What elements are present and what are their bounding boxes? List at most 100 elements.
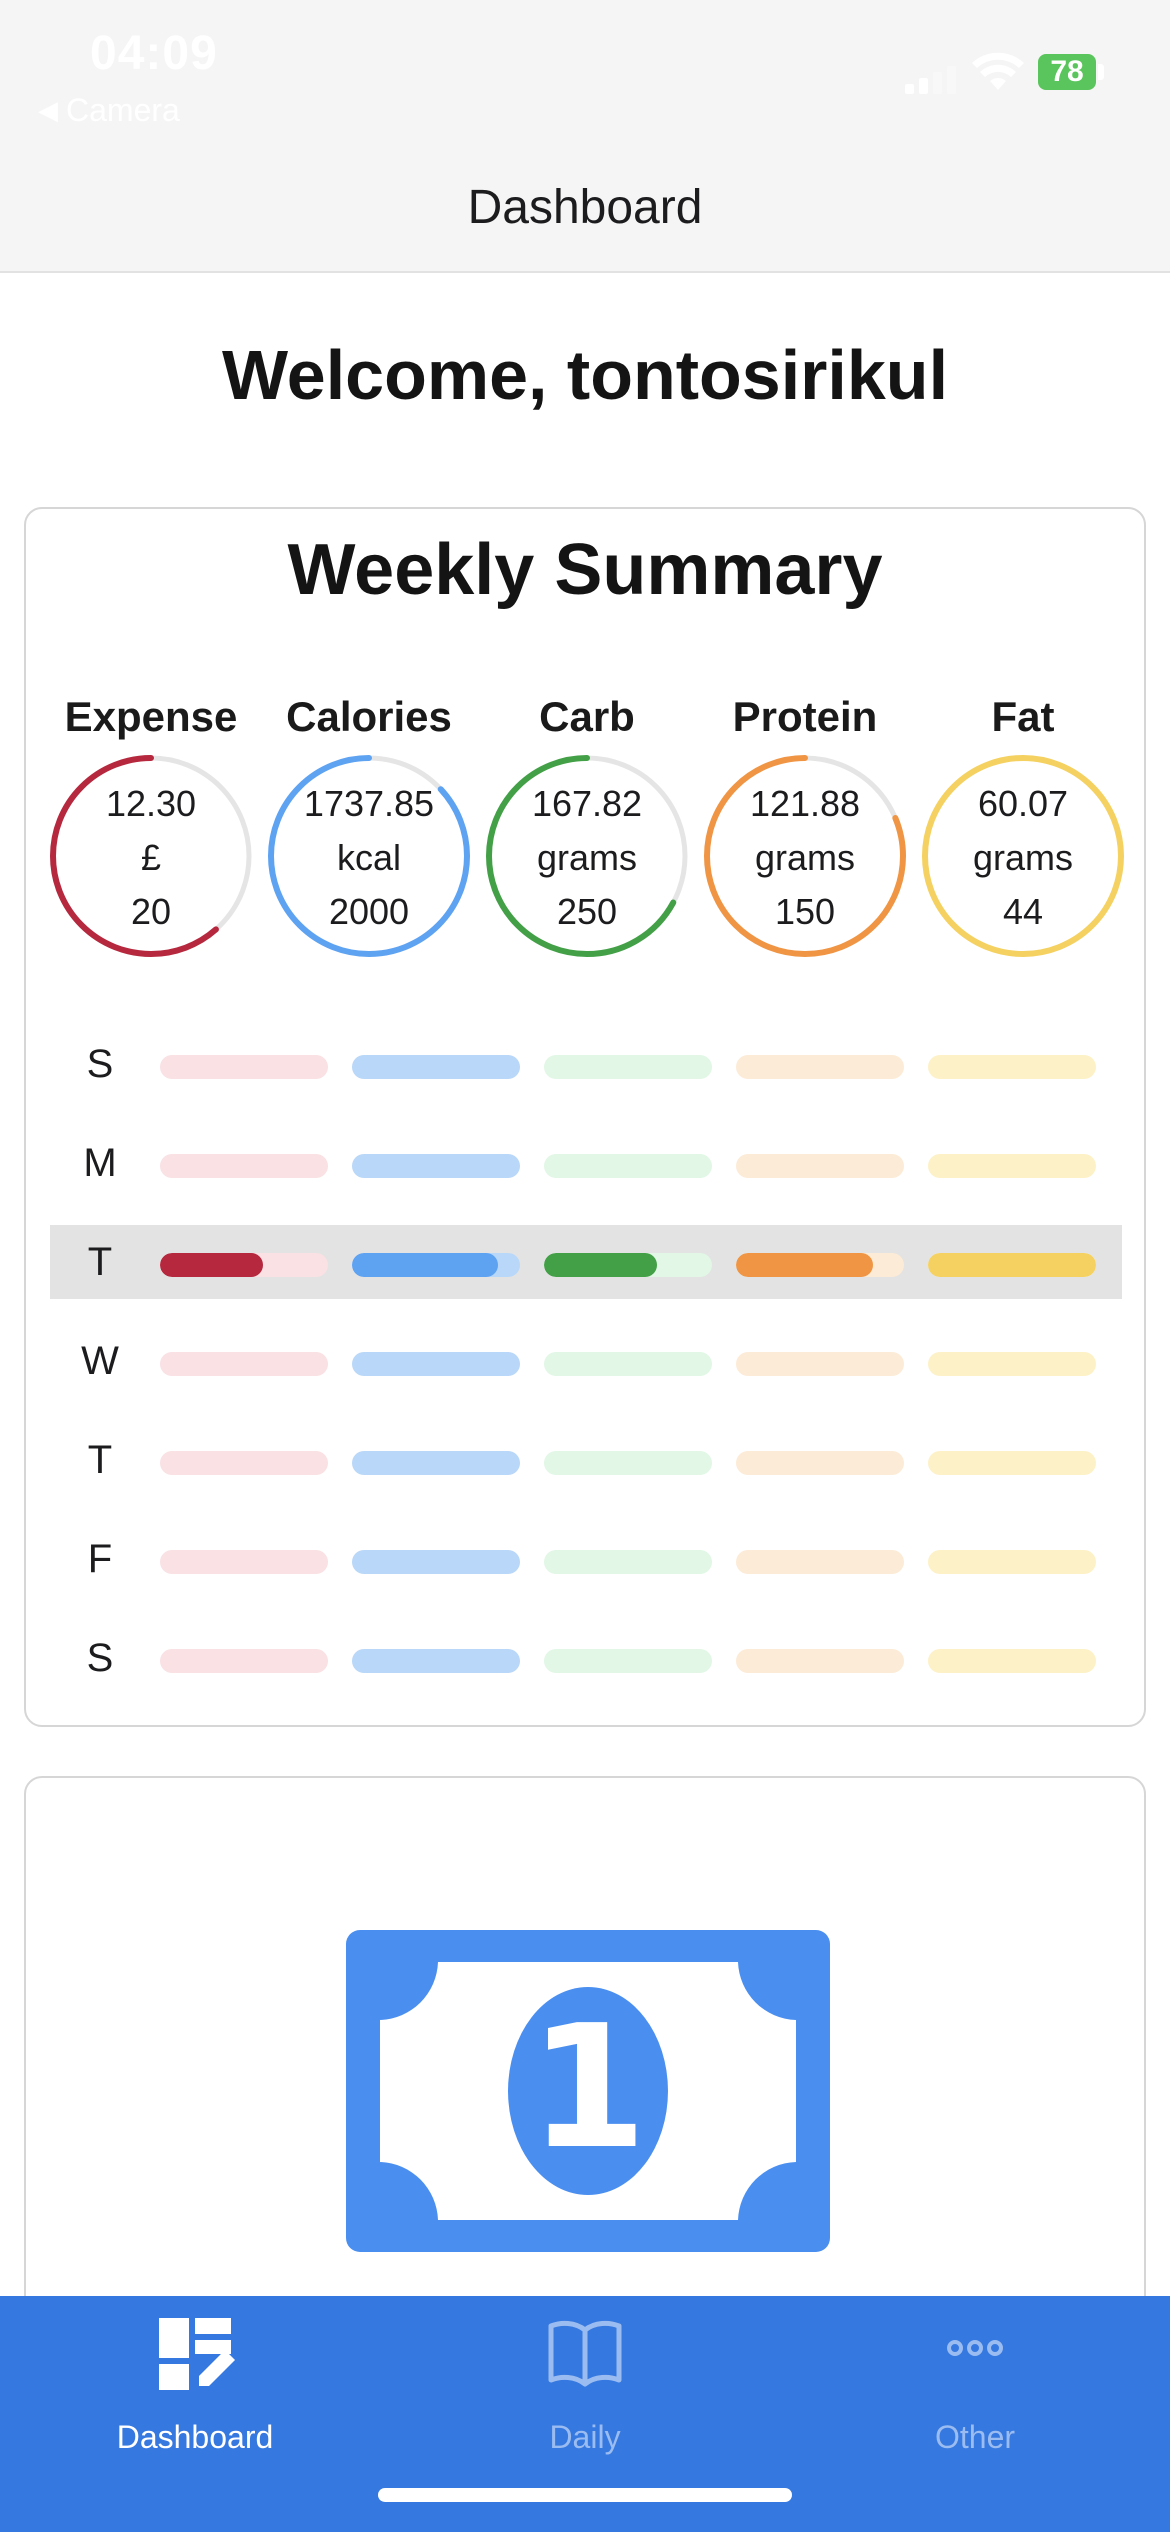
day-row[interactable]: S — [50, 1027, 1122, 1101]
day-progress-bar — [928, 1154, 1096, 1178]
back-arrow-icon: ◀ — [38, 95, 58, 125]
more-icon — [947, 2340, 1003, 2356]
day-progress-bar — [544, 1253, 712, 1277]
metric-unit: grams — [754, 837, 856, 878]
metric-carb: Carb 167.82 grams 250 — [482, 689, 692, 961]
weekly-summary-title: Weekly Summary — [287, 530, 883, 610]
metric-target: 44 — [1002, 891, 1044, 932]
book-icon — [548, 2320, 622, 2387]
banknote-icon: 1 — [346, 1930, 830, 2252]
day-progress-bar — [352, 1649, 520, 1673]
day-row[interactable]: M — [50, 1126, 1122, 1200]
metric-unit: grams — [972, 837, 1074, 878]
day-letter: S — [86, 1042, 114, 1086]
back-app-label: Camera — [66, 92, 180, 128]
day-progress-bar — [736, 1055, 904, 1079]
metric-unit: kcal — [336, 837, 402, 878]
banknote-denomination: 1 — [529, 1989, 647, 2187]
day-progress-bar — [928, 1055, 1096, 1079]
progress-ring-graphic — [922, 755, 1124, 957]
day-progress-fill — [736, 1253, 873, 1277]
battery-icon: 78 — [1038, 54, 1096, 90]
day-progress-bar — [736, 1550, 904, 1574]
day-progress-bar — [544, 1451, 712, 1475]
metric-value: 12.30 — [105, 783, 197, 824]
weekly-summary-card: Weekly Summary Expense 12.30 £20 Calories 17… — [24, 507, 1146, 1727]
metric-target: 20 — [130, 891, 172, 932]
day-letter: T — [87, 1240, 113, 1284]
day-progress-bar — [736, 1352, 904, 1376]
metric-target: 2000 — [328, 891, 410, 932]
day-progress-bar — [928, 1352, 1096, 1376]
dashboard-icon — [159, 2318, 235, 2390]
day-progress-bar — [544, 1649, 712, 1673]
day-progress-bar — [160, 1352, 328, 1376]
day-progress-fill — [928, 1253, 1096, 1277]
metric-unit: £ — [140, 837, 162, 878]
progress-ring-graphic — [50, 755, 252, 957]
day-progress-bar — [160, 1154, 328, 1178]
day-progress-bar — [928, 1253, 1096, 1277]
tab-daily[interactable]: Daily — [390, 2314, 780, 2464]
day-progress-bar — [544, 1055, 712, 1079]
day-letter: T — [87, 1438, 113, 1482]
day-progress-fill — [160, 1253, 264, 1277]
progress-ring: 167.82 grams 250 — [482, 751, 692, 961]
home-indicator — [378, 2488, 792, 2502]
day-letter: S — [86, 1636, 114, 1680]
metric-expense: Expense 12.30 £20 — [46, 689, 256, 961]
day-progress-bar — [352, 1253, 520, 1277]
progress-ring-graphic — [486, 755, 688, 957]
metric-target: 250 — [556, 891, 618, 932]
progress-ring-graphic — [704, 755, 906, 957]
day-progress-bar — [736, 1253, 904, 1277]
day-letter: M — [83, 1141, 117, 1185]
day-progress-bar — [544, 1352, 712, 1376]
metric-calories: Calories 1737.85 kcal 2000 — [264, 689, 474, 961]
day-row[interactable]: S — [50, 1621, 1122, 1695]
tab-daily-label: Daily — [549, 2419, 621, 2455]
metric-value: 121.88 — [749, 783, 861, 824]
day-progress-bar — [928, 1649, 1096, 1673]
day-progress-bar — [160, 1451, 328, 1475]
metric-protein: Protein 121.88 grams 150 — [700, 689, 910, 961]
tab-dashboard-label: Dashboard — [116, 2419, 274, 2455]
day-progress-bar — [736, 1451, 904, 1475]
day-progress-bar — [352, 1550, 520, 1574]
top-bar: 04:09 ◀ Camera 78 Dashboard — [0, 0, 1170, 273]
progress-ring-graphic — [268, 755, 470, 957]
day-progress-bar — [928, 1550, 1096, 1574]
day-progress-fill — [544, 1253, 657, 1277]
metric-target: 150 — [774, 891, 836, 932]
day-progress-bar — [736, 1649, 904, 1673]
metric-label: Expense — [64, 693, 238, 740]
day-letter: F — [87, 1537, 113, 1581]
day-row[interactable]: W — [50, 1324, 1122, 1398]
day-progress-bar — [352, 1154, 520, 1178]
metric-unit: grams — [536, 837, 638, 878]
metric-value: 1737.85 — [303, 783, 435, 824]
day-progress-bar — [160, 1253, 328, 1277]
tab-dashboard[interactable]: Dashboard — [0, 2314, 390, 2464]
day-progress-bar — [544, 1550, 712, 1574]
day-progress-bar — [160, 1550, 328, 1574]
day-row[interactable]: T — [50, 1225, 1122, 1299]
day-progress-bar — [352, 1352, 520, 1376]
day-row[interactable]: T — [50, 1423, 1122, 1497]
page-title: Dashboard — [467, 181, 703, 234]
metric-label: Carb — [539, 693, 635, 740]
metric-label: Calories — [286, 693, 452, 740]
tab-other-label: Other — [934, 2419, 1016, 2455]
battery-tip — [1098, 64, 1104, 80]
metric-value: 167.82 — [531, 783, 643, 824]
back-to-app-link[interactable]: ◀ Camera — [38, 92, 180, 129]
day-letter: W — [81, 1339, 119, 1383]
day-progress-bar — [160, 1649, 328, 1673]
metric-label: Fat — [991, 693, 1055, 740]
day-progress-fill — [352, 1253, 498, 1277]
metric-fat: Fat 60.07 grams 44 — [918, 689, 1128, 961]
day-progress-bar — [544, 1154, 712, 1178]
day-row[interactable]: F — [50, 1522, 1122, 1596]
day-progress-bar — [736, 1154, 904, 1178]
tab-other[interactable]: Other — [780, 2314, 1170, 2464]
